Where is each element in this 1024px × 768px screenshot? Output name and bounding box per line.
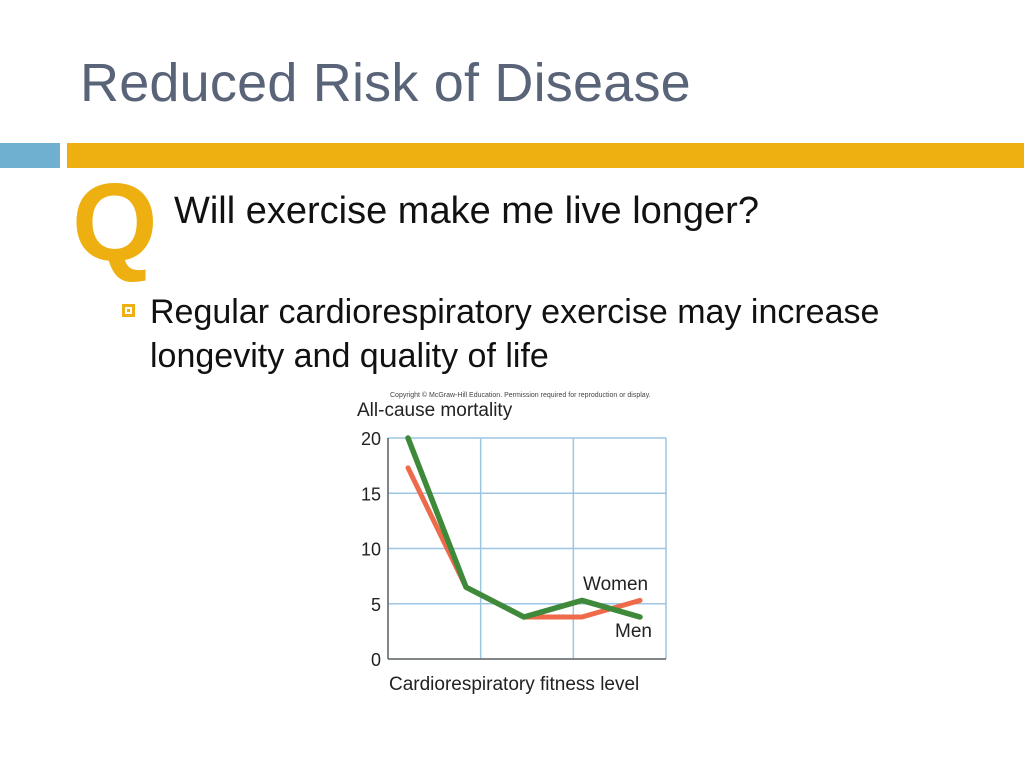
y-tick-label: 10 — [361, 540, 381, 560]
slide-title: Reduced Risk of Disease — [80, 53, 691, 113]
copyright-notice: Copyright © McGraw-Hill Education. Permi… — [390, 391, 651, 399]
bullet-square-icon — [122, 304, 135, 317]
y-axis-label: All-cause mortality — [357, 400, 513, 421]
series-label-men: Men — [615, 621, 652, 642]
y-tick-label: 20 — [361, 429, 381, 449]
x-axis-label: Cardiorespiratory fitness level — [389, 674, 639, 695]
accent-bar-blue — [0, 143, 60, 168]
y-tick-label: 5 — [371, 595, 381, 615]
y-tick-label: 0 — [371, 650, 381, 670]
bullet-text: Regular cardiorespiratory exercise may i… — [150, 293, 880, 375]
y-tick-labels: 0 5 10 15 20 — [361, 429, 381, 670]
series-label-women: Women — [583, 574, 648, 595]
accent-bar-gold — [67, 143, 1024, 168]
question-text: Will exercise make me live longer? — [174, 190, 759, 232]
q-letter: Q — [72, 161, 158, 284]
mortality-chart: Copyright © McGraw-Hill Education. Permi… — [357, 391, 667, 695]
y-tick-label: 15 — [361, 484, 381, 504]
series-lines — [405, 435, 643, 620]
chart-grid — [387, 437, 667, 660]
series-line-men — [405, 435, 643, 620]
